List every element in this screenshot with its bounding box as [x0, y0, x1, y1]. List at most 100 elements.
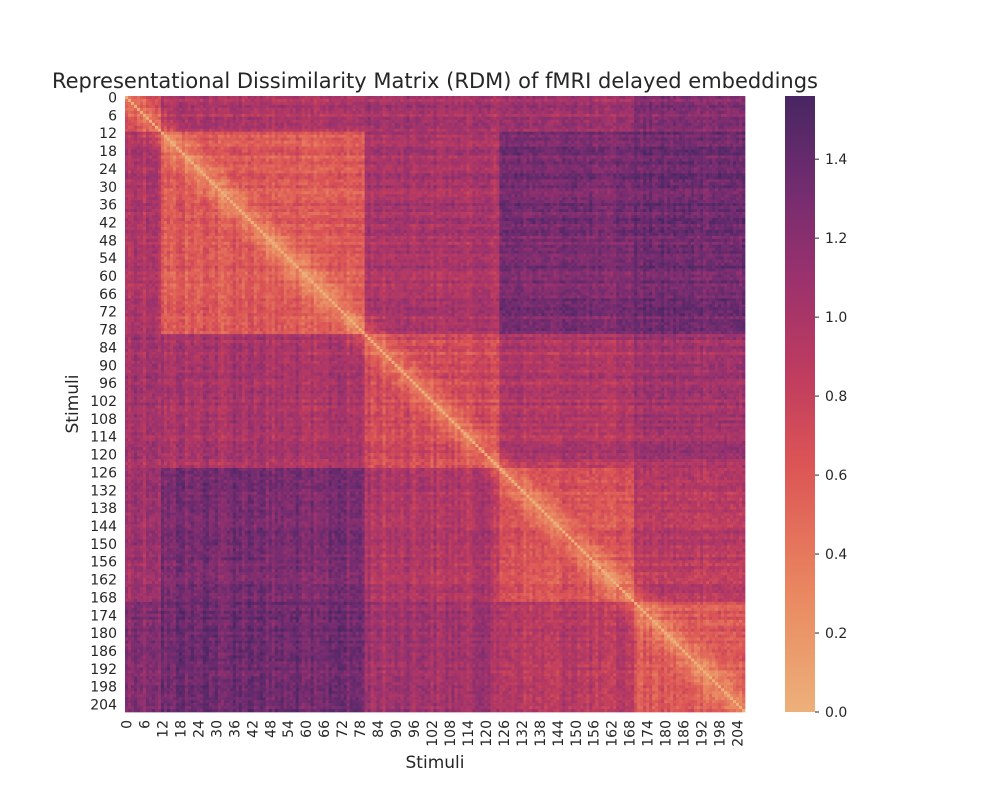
heatmap-cell	[337, 140, 342, 144]
heatmap-cell	[409, 98, 413, 103]
heatmap-cell	[343, 155, 347, 159]
heatmap-cell	[577, 107, 581, 112]
heatmap-cell	[727, 110, 731, 115]
heatmap-cell	[208, 140, 213, 144]
heatmap-cell	[442, 161, 446, 165]
heatmap-cell	[577, 155, 581, 159]
heatmap-cell	[679, 107, 683, 112]
heatmap-cell	[163, 155, 168, 159]
heatmap-cell	[373, 96, 377, 100]
heatmap-cell	[283, 143, 288, 147]
heatmap-cell	[541, 134, 545, 139]
heatmap-cell	[586, 134, 590, 139]
heatmap-cell	[727, 131, 731, 136]
heatmap-cell	[439, 158, 443, 162]
heatmap-cell	[652, 107, 656, 112]
heatmap-cell	[202, 125, 207, 130]
heatmap-cell	[232, 104, 237, 109]
heatmap-cell	[514, 116, 518, 121]
heatmap-cell	[613, 164, 617, 168]
heatmap-cell	[583, 158, 587, 162]
heatmap-cell	[487, 146, 491, 150]
heatmap-cell	[532, 161, 536, 165]
heatmap-cell	[418, 128, 422, 133]
heatmap-cell	[343, 143, 347, 147]
heatmap-cell	[652, 96, 656, 100]
heatmap-cell	[586, 149, 590, 153]
heatmap-cell	[433, 110, 437, 115]
heatmap-cell	[247, 96, 252, 100]
heatmap-cell	[718, 131, 722, 136]
heatmap-cell	[511, 113, 515, 118]
heatmap-cell	[235, 149, 240, 153]
heatmap-cell	[307, 158, 312, 162]
heatmap-cell	[160, 116, 165, 121]
heatmap-cell	[613, 116, 617, 121]
heatmap-cell	[232, 101, 237, 106]
heatmap-cell	[703, 149, 707, 153]
heatmap-cell	[634, 152, 638, 156]
heatmap-cell	[238, 122, 243, 127]
heatmap-cell	[514, 137, 518, 141]
heatmap-cell	[139, 98, 144, 103]
heatmap-cell	[451, 101, 455, 106]
heatmap-cell	[196, 167, 201, 171]
heatmap-cell	[295, 158, 300, 162]
heatmap-cell	[274, 116, 279, 121]
heatmap-cell	[412, 107, 416, 112]
heatmap-cell	[481, 164, 485, 168]
heatmap-cell	[517, 98, 521, 103]
heatmap-cell	[733, 149, 737, 153]
heatmap-cell	[349, 164, 353, 168]
heatmap-cell	[274, 125, 279, 130]
heatmap-cell	[379, 125, 383, 130]
heatmap-cell	[388, 134, 392, 139]
heatmap-cell	[292, 113, 297, 118]
heatmap-cell	[697, 107, 701, 112]
heatmap-cell	[544, 152, 548, 156]
heatmap-cell	[325, 158, 330, 162]
heatmap-cell	[517, 164, 521, 168]
heatmap-cell	[631, 101, 635, 106]
heatmap-cell	[562, 155, 566, 159]
heatmap-cell	[250, 107, 255, 112]
heatmap-cell	[316, 113, 321, 118]
heatmap-cell	[433, 122, 437, 127]
heatmap-cell	[328, 107, 333, 112]
heatmap-cell	[511, 161, 515, 165]
heatmap-cell	[454, 110, 458, 115]
heatmap-cell	[481, 122, 485, 127]
heatmap-cell	[685, 158, 689, 162]
heatmap-cell	[406, 137, 410, 141]
heatmap-cell	[307, 149, 312, 153]
heatmap-cell	[568, 140, 572, 144]
heatmap-cell	[346, 125, 350, 130]
heatmap-cell	[481, 101, 485, 106]
heatmap-cell	[283, 98, 288, 103]
heatmap-cell	[646, 125, 650, 130]
heatmap-cell	[682, 134, 686, 139]
heatmap-cell	[445, 122, 449, 127]
heatmap-cell	[514, 122, 518, 127]
heatmap-cell	[370, 113, 374, 118]
heatmap-cell	[331, 149, 336, 153]
heatmap-cell	[157, 131, 162, 136]
heatmap-cell	[178, 122, 183, 127]
heatmap-cell	[313, 143, 318, 147]
heatmap-cell	[334, 152, 339, 156]
heatmap-cell	[214, 98, 219, 103]
heatmap-cell	[493, 143, 497, 147]
heatmap-cell	[412, 137, 416, 141]
heatmap-cell	[586, 164, 590, 168]
heatmap-cell	[685, 137, 689, 141]
heatmap-cell	[718, 119, 722, 124]
heatmap-cell	[157, 98, 162, 103]
heatmap-cell	[670, 131, 674, 136]
heatmap-cell	[430, 107, 434, 112]
heatmap-cell	[661, 119, 665, 124]
heatmap-cell	[556, 155, 560, 159]
heatmap-cell	[181, 101, 186, 106]
heatmap-cell	[128, 96, 132, 100]
heatmap-cell	[328, 113, 333, 118]
heatmap-cell	[742, 125, 746, 130]
